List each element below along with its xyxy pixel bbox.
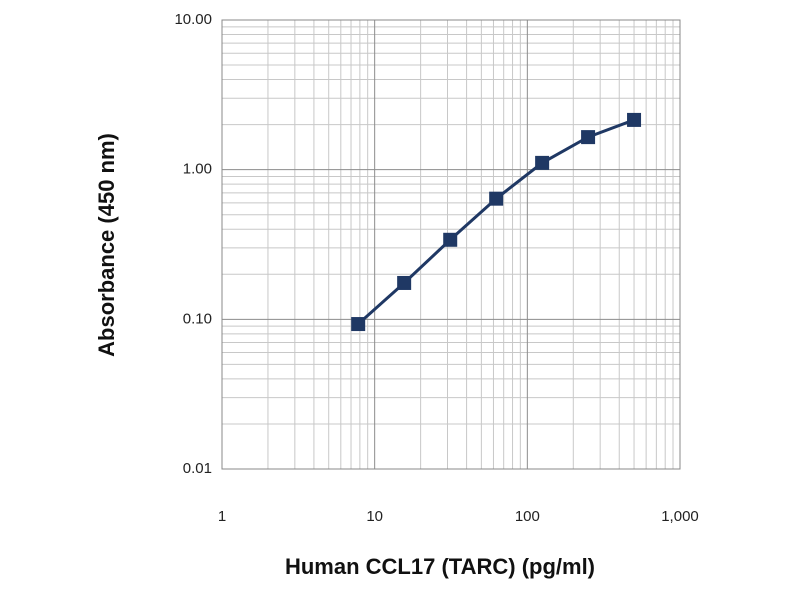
x-tick-label: 1,000 — [661, 508, 699, 525]
x-axis-title: Human CCL17 (TARC) (pg/ml) — [285, 554, 595, 579]
data-point — [535, 155, 550, 170]
data-point — [397, 275, 412, 290]
plot-border — [221, 19, 681, 470]
y-tick-label: 1.00 — [183, 161, 212, 178]
y-tick-label: 0.01 — [183, 460, 212, 477]
y-tick-label: 10.00 — [174, 11, 212, 28]
x-tick-label: 1 — [218, 508, 226, 525]
x-tick-label: 10 — [366, 508, 383, 525]
y-tick-label: 0.10 — [183, 310, 212, 327]
data-point — [443, 232, 458, 247]
data-point — [351, 317, 366, 332]
x-tick-label: 100 — [515, 508, 540, 525]
data-point — [489, 191, 504, 206]
data-point — [627, 112, 642, 127]
series-line — [357, 118, 635, 326]
data-point — [581, 130, 596, 145]
y-axis-title: Absorbance (450 nm) — [94, 133, 119, 357]
